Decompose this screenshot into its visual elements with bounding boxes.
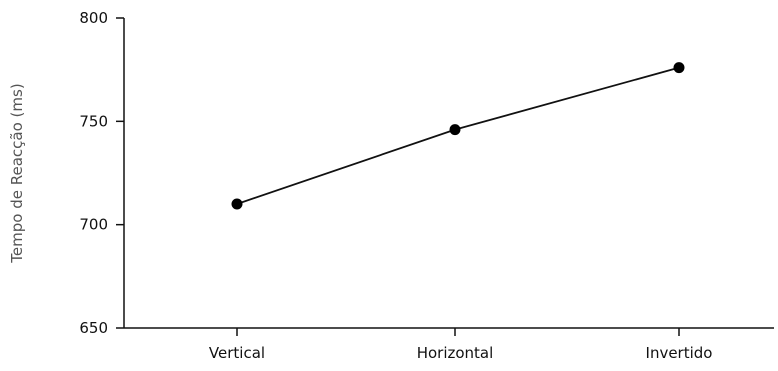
x-tick-label-invertido: Invertido [646,344,713,362]
y-axis: 650 700 750 800 [79,9,124,337]
y-tick-label-650: 650 [79,319,108,337]
y-tick-label-700: 700 [79,216,108,234]
series-line-0 [237,68,679,204]
series-layer [232,62,685,209]
data-point-horizontal [450,124,461,135]
y-axis-title: Tempo de Reacção (ms) [8,83,26,263]
y-tick-label-800: 800 [79,9,108,27]
x-axis: Vertical Horizontal Invertido [124,328,774,362]
x-tick-label-vertical: Vertical [209,344,265,362]
y-tick-label-750: 750 [79,112,108,130]
x-tick-label-horizontal: Horizontal [417,344,494,362]
data-point-invertido [674,62,685,73]
data-point-vertical [232,199,243,210]
